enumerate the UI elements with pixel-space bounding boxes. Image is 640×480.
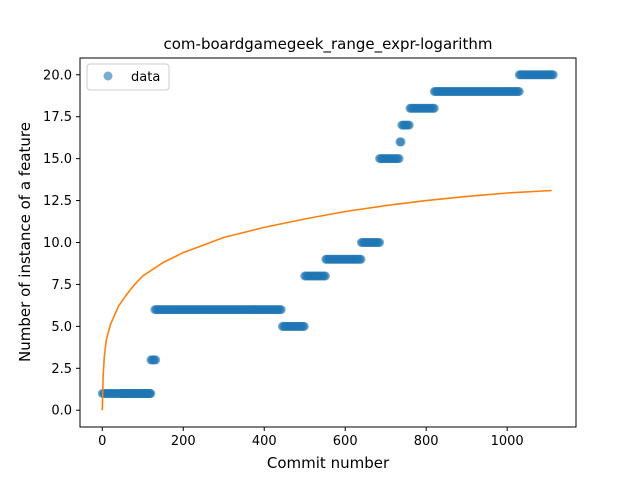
y-tick-label: 10.0	[43, 236, 72, 251]
x-axis-label: Commit number	[267, 454, 390, 472]
y-tick-label: 7.5	[51, 278, 72, 293]
data-point	[299, 321, 309, 331]
y-tick-label: 15.0	[43, 152, 72, 167]
y-tick-label: 20.0	[43, 68, 72, 83]
data-layer	[97, 70, 558, 398]
x-tick-label: 1000	[491, 434, 524, 449]
y-tick-label: 0.0	[51, 404, 72, 419]
x-tick-label: 600	[333, 434, 358, 449]
y-axis-ticks: 0.0 2.5 5.0 7.5 10.0 12.5 15.0 17.5 20.0	[43, 68, 80, 419]
data-point	[146, 389, 156, 398]
y-tick-label: 12.5	[43, 194, 72, 209]
fit-line-layer	[101, 189, 552, 411]
x-tick-label: 400	[252, 434, 277, 449]
y-axis-label: Number of instance of a feature	[16, 122, 34, 362]
data-point	[375, 238, 385, 247]
data-point	[394, 154, 404, 164]
legend-box	[86, 63, 170, 91]
y-tick-label: 2.5	[51, 362, 72, 377]
legend-label-data: data	[131, 70, 160, 85]
fit-line	[101, 189, 552, 411]
x-axis-ticks: 0 200 400 600 800 1000	[98, 427, 524, 449]
plot-area	[80, 58, 576, 427]
y-tick-label: 17.5	[43, 110, 72, 125]
legend-marker-data	[103, 71, 113, 81]
data-point	[356, 254, 366, 264]
x-tick-label: 200	[171, 434, 196, 449]
data-point	[276, 305, 286, 315]
data-point	[404, 120, 414, 130]
data-point	[429, 103, 439, 113]
x-tick-label: 800	[414, 434, 439, 449]
data-point	[396, 137, 406, 147]
data-point	[320, 271, 330, 281]
chart-title: com-boardgamegeek_range_expr-logarithm	[164, 35, 493, 54]
legend: data	[86, 63, 170, 91]
x-tick-label: 0	[98, 434, 106, 449]
y-tick-label: 5.0	[51, 320, 72, 335]
data-point	[514, 87, 524, 96]
data-point	[151, 355, 161, 365]
data-point	[548, 70, 558, 80]
